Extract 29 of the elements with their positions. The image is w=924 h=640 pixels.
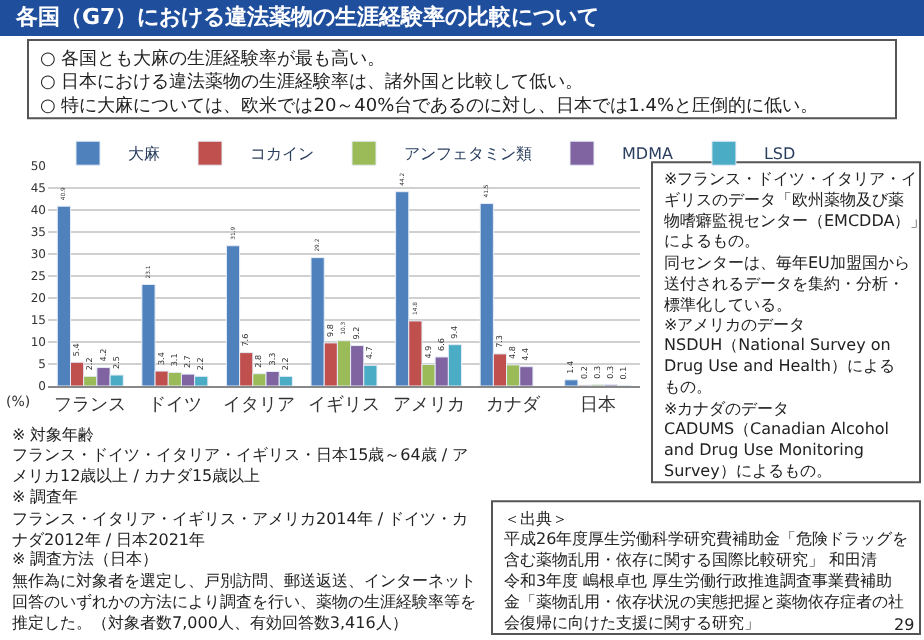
legend-label: 大麻 (128, 145, 160, 164)
x-tick-label: カナダ (486, 393, 543, 416)
text: ＜出典＞ (504, 510, 568, 528)
chart-title: 各国（G7）における違法薬物の生涯経験率の比較について (14, 4, 600, 30)
text: 同センターは、毎年EU加盟国から送付されるデータを集約・分析・標準化している。 (664, 254, 910, 314)
text: ※フランス・ドイツ・イタリア・イギリスのデータ「欧州薬物及び薬物嗜癖監視センター（EMCDDA）」によるもの。 (664, 170, 924, 251)
text: フランス・イタリア・イギリス・アメリカ2014年 / ドイツ・カナダ2012年 / 日本2021年 (12, 510, 469, 549)
text: 無作為に対象者を選定し、戸別訪問、郵送返送、インターネット回答のいずれかの方法により調査を行い、薬物の生涯経験率等を推定した。（対象者数7,000人、有効回答数3,416人） (12, 572, 476, 632)
legend-label: LSD (763, 145, 796, 164)
text: 平成26年度厚生労働科学研究費補助金「危険ドラッグを含む薬物乱用・依存に関する国際比較研究」 和田清 (504, 530, 909, 569)
x-tick-label: ドイツ (147, 395, 202, 416)
text: NSDUH（National Survey on Drug Use and Health）によるもの。 (664, 336, 895, 396)
x-tick-label: フランス (54, 395, 127, 416)
text: ※ 対象年齢 (12, 426, 95, 444)
chart-subtitle: ○ 各国とも大麻の生涯経験率が最も高い。 ○ 日本における違法薬物の生涯経験率は、諸外国と比較して低い。 ○ 特に大麻については、欧米では20～40%台であるのに対し、日本では1.4%と圧倒的に低い。 (40, 48, 819, 117)
text: ※カナダのデータ (664, 400, 790, 418)
text: CADUMS（Canadian Alcohol and Drug Use Monitoring Survey）によるもの。 (664, 420, 890, 480)
legend-label: MDMA (622, 145, 674, 164)
legend-label: アンフェタミン類 (404, 145, 532, 164)
text: ※ 調査方法（日本） (12, 550, 159, 568)
x-tick-label: アメリカ (392, 395, 465, 416)
text: ※ 調査年 (12, 488, 79, 506)
x-tick-label: 日本 (579, 393, 616, 416)
text: フランス・ドイツ・イタリア・イギリス・日本15歳～64歳 / アメリカ12歳以上 / カナダ15歳以上 (12, 446, 469, 485)
text: ※アメリカのデータ (664, 316, 806, 334)
x-tick-label: イタリア (223, 395, 296, 416)
text: 29 (894, 616, 915, 634)
x-tick-label: イギリス (308, 393, 380, 416)
legend-label: コカイン (250, 145, 314, 164)
